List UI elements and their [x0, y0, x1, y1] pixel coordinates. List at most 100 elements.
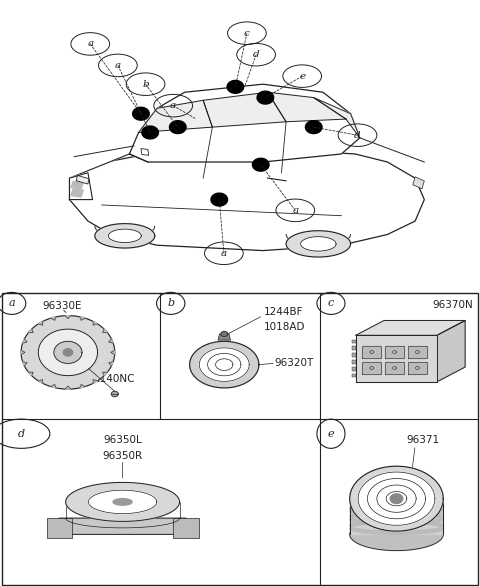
Polygon shape	[221, 332, 228, 336]
Polygon shape	[268, 92, 346, 122]
Text: 96371: 96371	[407, 435, 440, 445]
Polygon shape	[352, 367, 356, 370]
Text: c: c	[328, 298, 334, 308]
Polygon shape	[130, 84, 360, 162]
Polygon shape	[216, 359, 233, 370]
Polygon shape	[199, 348, 249, 381]
Polygon shape	[408, 362, 427, 374]
Polygon shape	[141, 149, 149, 155]
Text: 96350L: 96350L	[103, 435, 142, 445]
Text: a: a	[221, 249, 227, 258]
Text: e: e	[299, 71, 305, 81]
Polygon shape	[368, 479, 425, 519]
Polygon shape	[66, 482, 180, 522]
Polygon shape	[390, 494, 403, 503]
Text: 1140NC: 1140NC	[94, 374, 135, 384]
Polygon shape	[350, 466, 444, 531]
Text: d: d	[253, 50, 260, 59]
Polygon shape	[300, 237, 336, 251]
Polygon shape	[93, 321, 97, 325]
Polygon shape	[352, 346, 356, 350]
Polygon shape	[51, 384, 56, 388]
Polygon shape	[386, 492, 407, 506]
Polygon shape	[408, 346, 427, 359]
Polygon shape	[227, 80, 244, 93]
Polygon shape	[70, 173, 93, 200]
Polygon shape	[208, 353, 241, 376]
Polygon shape	[190, 342, 259, 388]
Polygon shape	[350, 510, 444, 526]
Polygon shape	[23, 339, 27, 343]
Polygon shape	[305, 121, 322, 134]
Polygon shape	[109, 339, 113, 343]
Polygon shape	[76, 175, 89, 184]
Text: 1018AD: 1018AD	[264, 322, 305, 332]
Polygon shape	[352, 353, 356, 357]
Polygon shape	[93, 380, 97, 383]
Polygon shape	[139, 100, 212, 132]
Polygon shape	[413, 177, 424, 189]
Polygon shape	[21, 350, 25, 355]
Text: a: a	[9, 298, 15, 308]
Polygon shape	[350, 518, 444, 551]
Text: d: d	[354, 131, 361, 139]
Polygon shape	[356, 321, 465, 335]
Polygon shape	[70, 149, 424, 251]
Polygon shape	[109, 362, 113, 366]
Text: 96330E: 96330E	[42, 301, 82, 311]
Text: b: b	[142, 80, 149, 88]
Polygon shape	[51, 317, 56, 321]
Polygon shape	[349, 499, 444, 534]
Polygon shape	[352, 374, 356, 377]
Polygon shape	[108, 229, 141, 243]
Polygon shape	[173, 518, 199, 537]
Polygon shape	[132, 107, 149, 120]
Polygon shape	[95, 224, 155, 248]
Polygon shape	[111, 350, 115, 355]
Polygon shape	[103, 329, 108, 333]
Polygon shape	[218, 334, 230, 340]
Polygon shape	[63, 349, 72, 356]
Polygon shape	[38, 380, 43, 383]
Text: a: a	[170, 101, 176, 110]
Polygon shape	[211, 193, 228, 206]
Polygon shape	[437, 321, 465, 381]
Polygon shape	[71, 181, 84, 189]
Polygon shape	[80, 384, 85, 388]
Polygon shape	[88, 490, 157, 513]
Polygon shape	[257, 91, 274, 104]
Polygon shape	[314, 98, 360, 138]
Polygon shape	[142, 126, 158, 139]
Polygon shape	[385, 362, 404, 374]
Polygon shape	[286, 231, 350, 257]
Polygon shape	[358, 472, 435, 525]
Polygon shape	[38, 329, 97, 376]
Text: 96370N: 96370N	[432, 299, 473, 310]
Polygon shape	[252, 158, 269, 171]
Polygon shape	[362, 346, 381, 359]
Text: a: a	[292, 206, 299, 215]
Polygon shape	[377, 485, 416, 512]
Polygon shape	[113, 499, 132, 505]
Text: 1244BF: 1244BF	[264, 307, 303, 317]
Polygon shape	[28, 372, 33, 376]
Polygon shape	[350, 520, 444, 534]
Polygon shape	[47, 518, 72, 537]
Polygon shape	[169, 121, 186, 134]
Polygon shape	[356, 335, 437, 381]
Text: c: c	[244, 29, 250, 38]
Polygon shape	[23, 362, 27, 366]
Polygon shape	[385, 346, 404, 359]
Polygon shape	[352, 360, 356, 364]
Polygon shape	[111, 391, 118, 397]
Polygon shape	[28, 329, 33, 333]
Text: e: e	[328, 429, 334, 439]
Polygon shape	[65, 386, 71, 389]
Text: 96320T: 96320T	[275, 359, 314, 369]
Polygon shape	[53, 518, 192, 534]
Polygon shape	[203, 92, 286, 127]
Polygon shape	[54, 342, 82, 363]
Polygon shape	[71, 189, 84, 197]
Text: b: b	[167, 298, 174, 308]
Text: a: a	[87, 39, 93, 49]
